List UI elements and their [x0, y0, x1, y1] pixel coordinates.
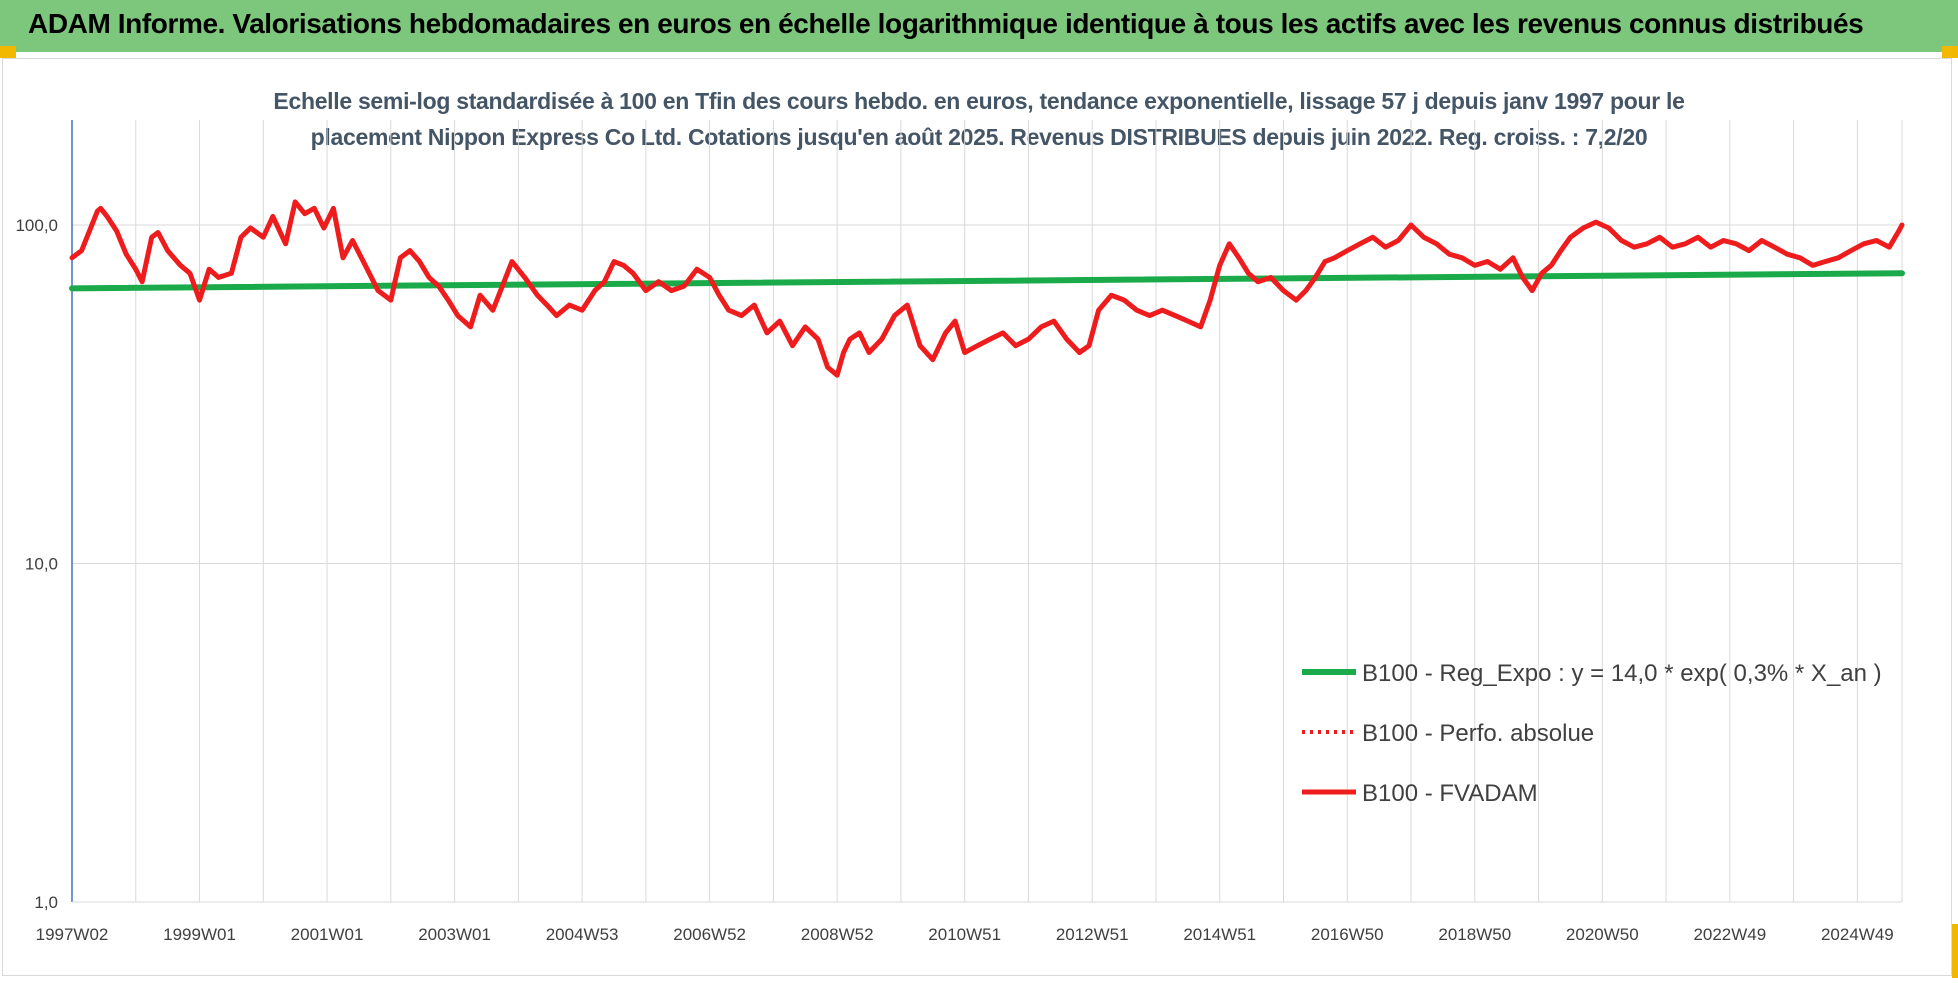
y-tick-label-0: 1,0 — [34, 893, 58, 912]
chart-frame — [2, 58, 1952, 976]
x-tick-label-0: 1997W02 — [36, 925, 109, 944]
header-bar — [0, 0, 1958, 52]
series-group — [69, 199, 1905, 378]
x-tick-label-6: 2008W52 — [801, 925, 874, 944]
x-tick-label-11: 2018W50 — [1438, 925, 1511, 944]
series-line-reg-expo — [69, 270, 1905, 292]
x-tick-label-5: 2006W52 — [673, 925, 746, 944]
legend: B100 - Reg_Expo : y = 14,0 * exp( 0,3% *… — [1302, 660, 1882, 807]
header-title: ADAM Informe. Valorisations hebdomadaire… — [28, 8, 1864, 39]
vertical-gridlines — [71, 120, 1903, 902]
legend-label-1: B100 - Perfo. absolue — [1362, 720, 1594, 747]
x-tick-label-4: 2004W53 — [546, 925, 619, 944]
series-line-fvadam — [69, 199, 1905, 378]
y-tick-label-1: 10,0 — [25, 555, 58, 574]
corner-marker-bottom-right — [1952, 924, 1958, 978]
x-tick-label-7: 2010W51 — [928, 925, 1001, 944]
corner-marker-top-left — [0, 46, 16, 58]
corner-marker-top-right — [1942, 46, 1958, 58]
x-tick-labels: 1997W02 1999W01 2001W01 2003W01 2004W53 2006W… — [36, 925, 1894, 944]
x-tick-label-13: 2022W49 — [1693, 925, 1766, 944]
legend-label-2: B100 - FVADAM — [1362, 780, 1538, 807]
chart-title-line-2: placement Nippon Express Co Ltd. Cotatio… — [310, 124, 1648, 150]
x-tick-label-9: 2014W51 — [1183, 925, 1256, 944]
y-tick-label-2: 100,0 — [15, 216, 58, 235]
horizontal-gridlines — [72, 224, 1902, 903]
x-tick-label-2: 2001W01 — [291, 925, 364, 944]
x-tick-label-8: 2012W51 — [1056, 925, 1129, 944]
x-tick-label-12: 2020W50 — [1566, 925, 1639, 944]
x-tick-label-14: 2024W49 — [1821, 925, 1894, 944]
x-tick-label-3: 2003W01 — [418, 925, 491, 944]
chart-title-line-1: Echelle semi-log standardisée à 100 en T… — [273, 88, 1685, 114]
legend-label-0: B100 - Reg_Expo : y = 14,0 * exp( 0,3% *… — [1362, 660, 1882, 687]
y-tick-labels: 1,0 10,0 100,0 — [15, 216, 58, 912]
x-tick-label-1: 1999W01 — [163, 925, 236, 944]
x-tick-label-10: 2016W50 — [1311, 925, 1384, 944]
